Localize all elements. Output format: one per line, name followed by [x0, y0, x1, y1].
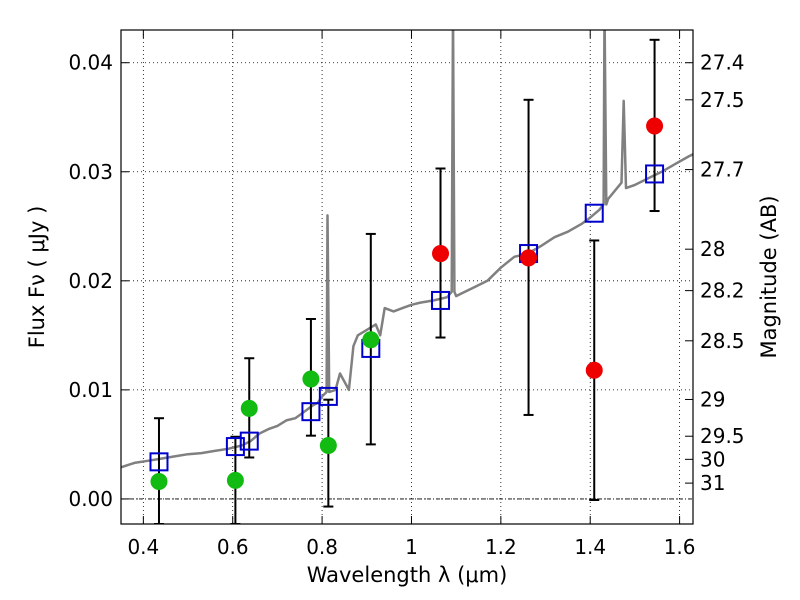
optical-detection-point — [362, 331, 380, 349]
data-layer — [121, 30, 693, 524]
y-right-tick-label: 29.5 — [700, 424, 745, 448]
model-photometry-square — [645, 164, 665, 184]
optical-detection-point — [240, 399, 258, 417]
y-right-tick-label: 30 — [700, 447, 725, 471]
x-tick-label: 0.4 — [127, 535, 159, 559]
axis-ticks: 0.4 0.6 0.8 1 1.2 1.4 1.6 0.00 0.01 0.02 0.03 0.04 2… — [68, 30, 745, 559]
y-right-tick-label: 29 — [700, 387, 725, 411]
infrared-detection-point — [432, 245, 450, 263]
optical-detection-point — [226, 471, 244, 489]
y-right-tick-label: 28 — [700, 237, 725, 261]
y-axis-label: Flux Fν ( μJy ) — [25, 206, 49, 349]
plot-background — [121, 30, 693, 524]
infrared-detection-point — [585, 361, 603, 379]
grid-lines — [121, 30, 693, 524]
y-tick-label: 0.01 — [68, 378, 113, 402]
optical-detection-point — [302, 370, 320, 388]
y-tick-label: 0.03 — [68, 160, 113, 184]
x-tick-label: 1.4 — [574, 535, 606, 559]
y-right-tick-label: 27.5 — [700, 88, 745, 112]
x-tick-label: 1.2 — [485, 535, 517, 559]
model-photometry-square — [225, 437, 245, 457]
y-right-tick-label: 28.2 — [700, 279, 745, 303]
optical-detection-point — [150, 472, 168, 490]
y-tick-label: 0.04 — [68, 51, 113, 75]
y-right-tick-label: 27.7 — [700, 158, 745, 182]
x-tick-label: 0.6 — [217, 535, 249, 559]
x-axis-label: Wavelength λ (μm) — [307, 563, 508, 587]
x-tick-label: 1 — [405, 535, 418, 559]
x-tick-label: 0.8 — [306, 535, 338, 559]
model-photometry-square — [239, 431, 259, 451]
model-photometry-square — [149, 452, 169, 472]
model-photometry-square — [301, 402, 321, 422]
optical-detection-point — [319, 436, 337, 454]
y-right-tick-label: 27.4 — [700, 51, 745, 75]
infrared-detection-point — [646, 117, 664, 135]
y-right-tick-label: 28.5 — [700, 329, 745, 353]
model-photometry-square — [431, 290, 451, 310]
model-spectrum-line — [121, 30, 693, 469]
y-tick-label: 0.00 — [68, 487, 113, 511]
model-photometry-square — [318, 386, 338, 406]
y-right-tick-label: 31 — [700, 471, 725, 495]
infrared-detection-point — [520, 249, 538, 267]
y-tick-label: 0.02 — [68, 269, 113, 293]
x-tick-label: 1.6 — [664, 535, 696, 559]
model-photometry-square — [584, 203, 604, 223]
plot-frame — [120, 29, 694, 525]
y-axis-right-label: Magnitude (AB) — [757, 195, 781, 358]
